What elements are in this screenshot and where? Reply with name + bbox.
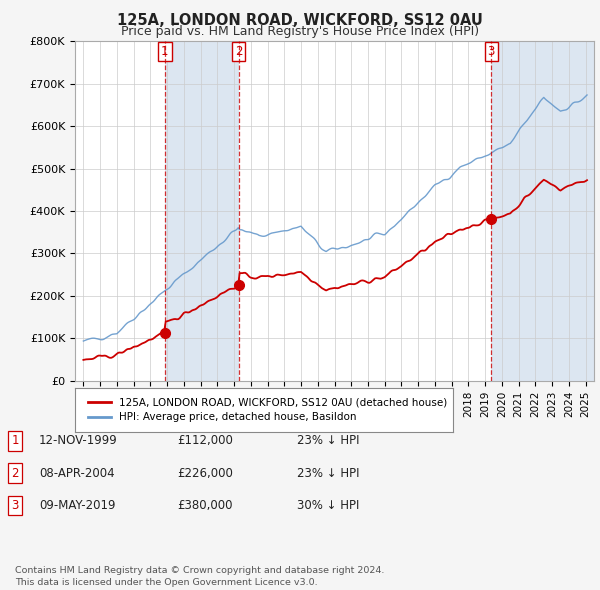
Bar (165, 41, 239, 381)
Text: 3: 3 (488, 45, 495, 58)
Text: 1: 1 (161, 45, 169, 58)
Text: 30% ↓ HPI: 30% ↓ HPI (297, 499, 359, 512)
Text: 23% ↓ HPI: 23% ↓ HPI (297, 434, 359, 447)
Text: 12-NOV-1999: 12-NOV-1999 (39, 434, 118, 447)
Text: Price paid vs. HM Land Registry's House Price Index (HPI): Price paid vs. HM Land Registry's House … (121, 25, 479, 38)
Text: £112,000: £112,000 (177, 434, 233, 447)
Text: 23% ↓ HPI: 23% ↓ HPI (297, 467, 359, 480)
Text: £380,000: £380,000 (177, 499, 233, 512)
Text: £226,000: £226,000 (177, 467, 233, 480)
Text: 2: 2 (11, 467, 19, 480)
Text: 09-MAY-2019: 09-MAY-2019 (39, 499, 115, 512)
Legend: 125A, LONDON ROAD, WICKFORD, SS12 0AU (detached house), HPI: Average price, deta: 125A, LONDON ROAD, WICKFORD, SS12 0AU (d… (84, 393, 452, 427)
Text: Contains HM Land Registry data © Crown copyright and database right 2024.
This d: Contains HM Land Registry data © Crown c… (15, 566, 385, 587)
Text: 1: 1 (11, 434, 19, 447)
Bar (491, 41, 594, 381)
Text: 08-APR-2004: 08-APR-2004 (39, 467, 115, 480)
Text: 2: 2 (235, 45, 242, 58)
Text: 3: 3 (11, 499, 19, 512)
Text: 125A, LONDON ROAD, WICKFORD, SS12 0AU: 125A, LONDON ROAD, WICKFORD, SS12 0AU (117, 13, 483, 28)
